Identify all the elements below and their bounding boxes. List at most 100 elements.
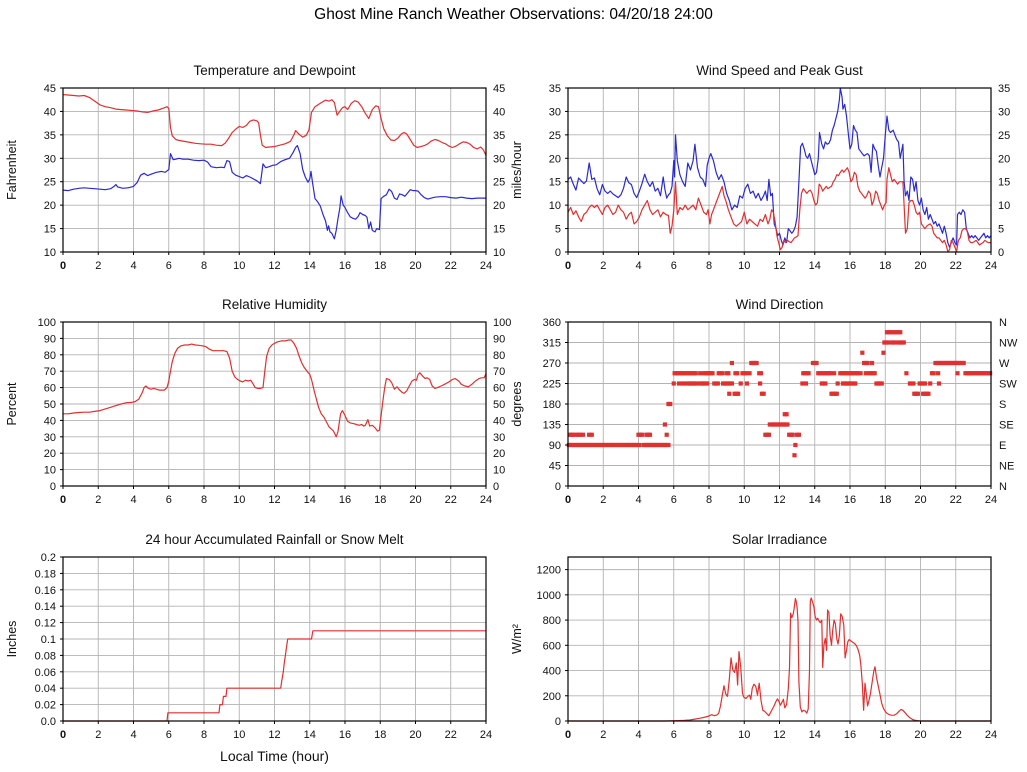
x-tick-label: 14 [304,729,316,741]
x-tick-label: 20 [914,729,926,741]
x-tick-label: 24 [480,260,492,272]
x-tick-label: 2 [95,260,101,272]
x-tick-label: 18 [374,494,386,506]
chart-wind-direction: Wind Direction 0 45 90 135 180 225 270 315 360 N NE… [505,279,1027,515]
y-axis-label: Inches [5,621,19,658]
compass-label: SE [999,420,1014,432]
y-tick-label: 0.08 [35,650,56,662]
x-tick-label: 14 [809,260,821,272]
x-tick-label: 16 [339,494,351,506]
y-tick-label-right: 80 [493,350,505,362]
x-tick-label: 18 [879,260,891,272]
gridlines [62,321,487,487]
x-tick-label: 10 [233,729,245,741]
temperature-series [62,94,487,156]
y-tick-label: 800 [543,615,561,627]
y-tick-label-right: 10 [493,465,505,477]
y-tick-label: 400 [543,666,561,678]
y-axis-label: W/m² [510,624,524,654]
chart-accumulated-rainfall: 24 hour Accumulated Rainfall or Snow Mel… [0,514,522,772]
y-tick-label-right: 60 [493,383,505,395]
y-tick-label: 0.18 [35,568,56,580]
y-tick-label: 90 [549,440,561,452]
x-tick-label: 24 [985,729,997,741]
x-tick-label: 20 [914,260,926,272]
y-tick-label: 30 [44,153,56,165]
x-tick-label: 14 [809,729,821,741]
relative-humidity-canvas: Relative Humidity01020304050607080901000… [5,297,511,506]
x-tick-label: 16 [844,494,856,506]
page-title: Ghost Mine Ranch Weather Observations: 0… [314,6,713,23]
y-tick-label-right: 0 [493,481,499,493]
y-axis-label: miles/hour [510,141,524,199]
y-tick-label-right: 25 [998,130,1010,142]
x-tick-label: 2 [95,494,101,506]
x-tick-label: 24 [985,494,997,506]
y-tick-label: 0.16 [35,585,56,597]
y-tick-label: 35 [549,83,561,95]
y-tick-label: 600 [543,640,561,652]
y-tick-label: 1200 [537,565,561,577]
y-tick-label: 50 [44,399,56,411]
y-tick-label: 0.2 [41,552,56,564]
x-tick-label: 14 [304,260,316,272]
x-tick-label: 6 [166,260,172,272]
y-tick-label: 0.04 [35,683,56,695]
y-tick-label: 25 [549,130,561,142]
irradiance-series [568,597,991,722]
y-tick-label: 1000 [537,590,561,602]
y-tick-label: 0.02 [35,700,56,712]
chart-title: Solar Irradiance [732,532,827,547]
y-tick-label-right: 20 [493,200,505,212]
x-tick-label: 4 [635,494,641,506]
x-tick-label: 6 [166,494,172,506]
x-tick-label: 18 [374,729,386,741]
x-tick-label: 0 [60,494,66,506]
gridlines [62,556,487,722]
y-tick-label-right: 20 [998,153,1010,165]
x-tick-label: 10 [233,494,245,506]
y-tick-label: 15 [549,177,561,189]
gridlines [62,87,487,253]
y-tick-label: 70 [44,366,56,378]
compass-label: S [999,399,1006,411]
y-tick-label: 10 [549,200,561,212]
chart-temperature-dewpoint: Temperature and Dewpoint 10 15 20 25 30 35 40 45… [0,45,522,281]
y-tick-label-right: 0 [998,247,1004,259]
x-tick-label: 12 [773,494,785,506]
y-tick-label: 360 [543,317,561,329]
y-tick-label: 225 [543,379,561,391]
y-tick-label-right: 70 [493,366,505,378]
x-tick-label: 8 [706,494,712,506]
x-tick-label: 10 [738,260,750,272]
x-tick-label: 22 [950,729,962,741]
y-tick-label: 315 [543,338,561,350]
chart-title: Relative Humidity [222,297,327,312]
y-tick-label: 60 [44,383,56,395]
x-tick-label: 10 [233,260,245,272]
x-tick-label: 0 [60,729,66,741]
x-tick-label: 20 [409,260,421,272]
y-tick-label: 0.14 [35,601,56,613]
y-tick-label: 135 [543,420,561,432]
y-tick-label: 20 [44,448,56,460]
x-tick-label: 18 [879,494,891,506]
chart-relative-humidity: Relative Humidity 0 10 20 30 40 50 60 70 80 90 100 0… [0,279,522,515]
x-tick-label: 20 [409,729,421,741]
x-tick-label: 8 [201,260,207,272]
y-tick-label-right: 45 [493,83,505,95]
compass-label: E [999,440,1006,452]
y-tick-label: 0.12 [35,618,56,630]
y-tick-label-right: 5 [998,224,1004,236]
tick-marks [565,569,992,724]
x-tick-label: 18 [879,729,891,741]
x-tick-label: 8 [201,494,207,506]
y-tick-label: 20 [549,153,561,165]
x-tick-label: 8 [201,729,207,741]
x-tick-label: 12 [773,729,785,741]
y-tick-label-right: 30 [493,432,505,444]
y-tick-label: 0.1 [41,634,56,646]
x-tick-label: 6 [671,260,677,272]
relative-humidity-series [63,339,487,438]
x-tick-label: 4 [130,260,136,272]
